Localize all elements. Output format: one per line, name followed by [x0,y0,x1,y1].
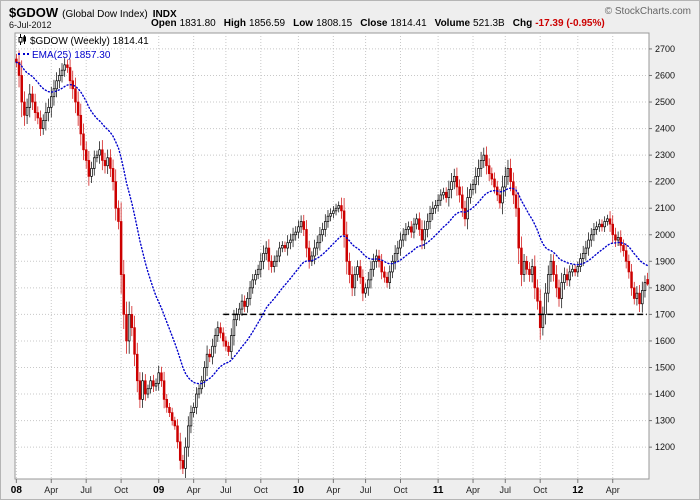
svg-text:10: 10 [293,485,305,496]
price-chart: 1200 1300 1400 1500 1600 1700 1800 1900 2000 2100… [11,32,675,496]
low-value: 1808.15 [316,18,353,29]
svg-text:Oct: Oct [254,485,269,495]
candles-layer [15,50,649,479]
quote-strip: 6-Jul-2012 Open 1831.80 High 1856.59 Low 18… [9,18,697,31]
ema-line-icon [18,53,29,55]
open-value: 1831.80 [179,18,216,29]
grid-layer [15,33,649,479]
svg-text:1200: 1200 [655,442,675,452]
svg-text:Apr: Apr [187,485,201,495]
svg-text:1800: 1800 [655,283,675,293]
svg-text:Apr: Apr [606,485,620,495]
legend-ema-text: EMA(25) 1857.30 [32,50,111,61]
x-axis-labels: 08 Apr Jul Oct 09 Apr Jul Oct 10 Apr Jul Oct 11 Apr Ju… [11,479,620,496]
svg-text:Jul: Jul [80,485,92,495]
change-label: Chg [512,18,533,29]
svg-text:Oct: Oct [114,485,129,495]
svg-text:2500: 2500 [655,97,675,107]
ema-line [15,61,649,385]
svg-text:Apr: Apr [466,485,480,495]
svg-text:1900: 1900 [655,256,675,266]
svg-text:1300: 1300 [655,416,675,426]
exchange-label: INDX [152,9,177,20]
ohlc-quote: Open 1831.80 High 1856.59 Low 1808.15 Close… [151,18,605,29]
svg-text:Oct: Oct [533,485,548,495]
chart-header: $GDOW (Global Dow Index) INDX [9,4,177,22]
y-axis-labels: 1200 1300 1400 1500 1600 1700 1800 1900 2000 2100… [649,44,675,452]
svg-text:08: 08 [11,485,23,496]
svg-text:2100: 2100 [655,203,675,213]
svg-text:1400: 1400 [655,389,675,399]
close-value: 1814.41 [390,18,427,29]
svg-text:2000: 2000 [655,230,675,240]
volume-value: 521.3B [473,18,505,29]
candlestick-icon [18,34,27,49]
svg-text:Jul: Jul [360,485,372,495]
legend-main-row: $GDOW (Weekly) 1814.41 [18,34,149,49]
volume-label: Volume [434,18,471,29]
svg-text:2400: 2400 [655,124,675,134]
svg-text:2700: 2700 [655,44,675,54]
svg-text:1500: 1500 [655,363,675,373]
svg-text:1600: 1600 [655,336,675,346]
svg-text:2600: 2600 [655,70,675,80]
svg-text:Apr: Apr [44,485,58,495]
index-name: (Global Dow Index) [62,9,148,20]
ticker-symbol: $GDOW [9,5,59,20]
svg-text:Oct: Oct [393,485,408,495]
svg-text:2300: 2300 [655,150,675,160]
svg-text:Apr: Apr [326,485,340,495]
low-label: Low [293,18,314,29]
svg-text:Jul: Jul [220,485,232,495]
copyright-notice: © StockCharts.com [604,6,691,17]
svg-text:2200: 2200 [655,177,675,187]
high-label: High [223,18,246,29]
svg-text:1700: 1700 [655,309,675,319]
svg-text:11: 11 [433,485,444,496]
quote-date: 6-Jul-2012 [9,20,52,30]
legend-symbol-text: $GDOW (Weekly) 1814.41 [30,36,149,47]
svg-text:09: 09 [153,485,165,496]
svg-text:Jul: Jul [500,485,512,495]
change-value: -17.39 (-0.95%) [535,18,605,29]
legend-ema-row: EMA(25) 1857.30 [18,49,149,62]
svg-text:12: 12 [572,485,584,496]
open-label: Open [151,18,177,29]
close-label: Close [360,18,388,29]
chart-legend: $GDOW (Weekly) 1814.41 EMA(25) 1857.30 [18,34,149,62]
high-value: 1856.59 [248,18,286,29]
